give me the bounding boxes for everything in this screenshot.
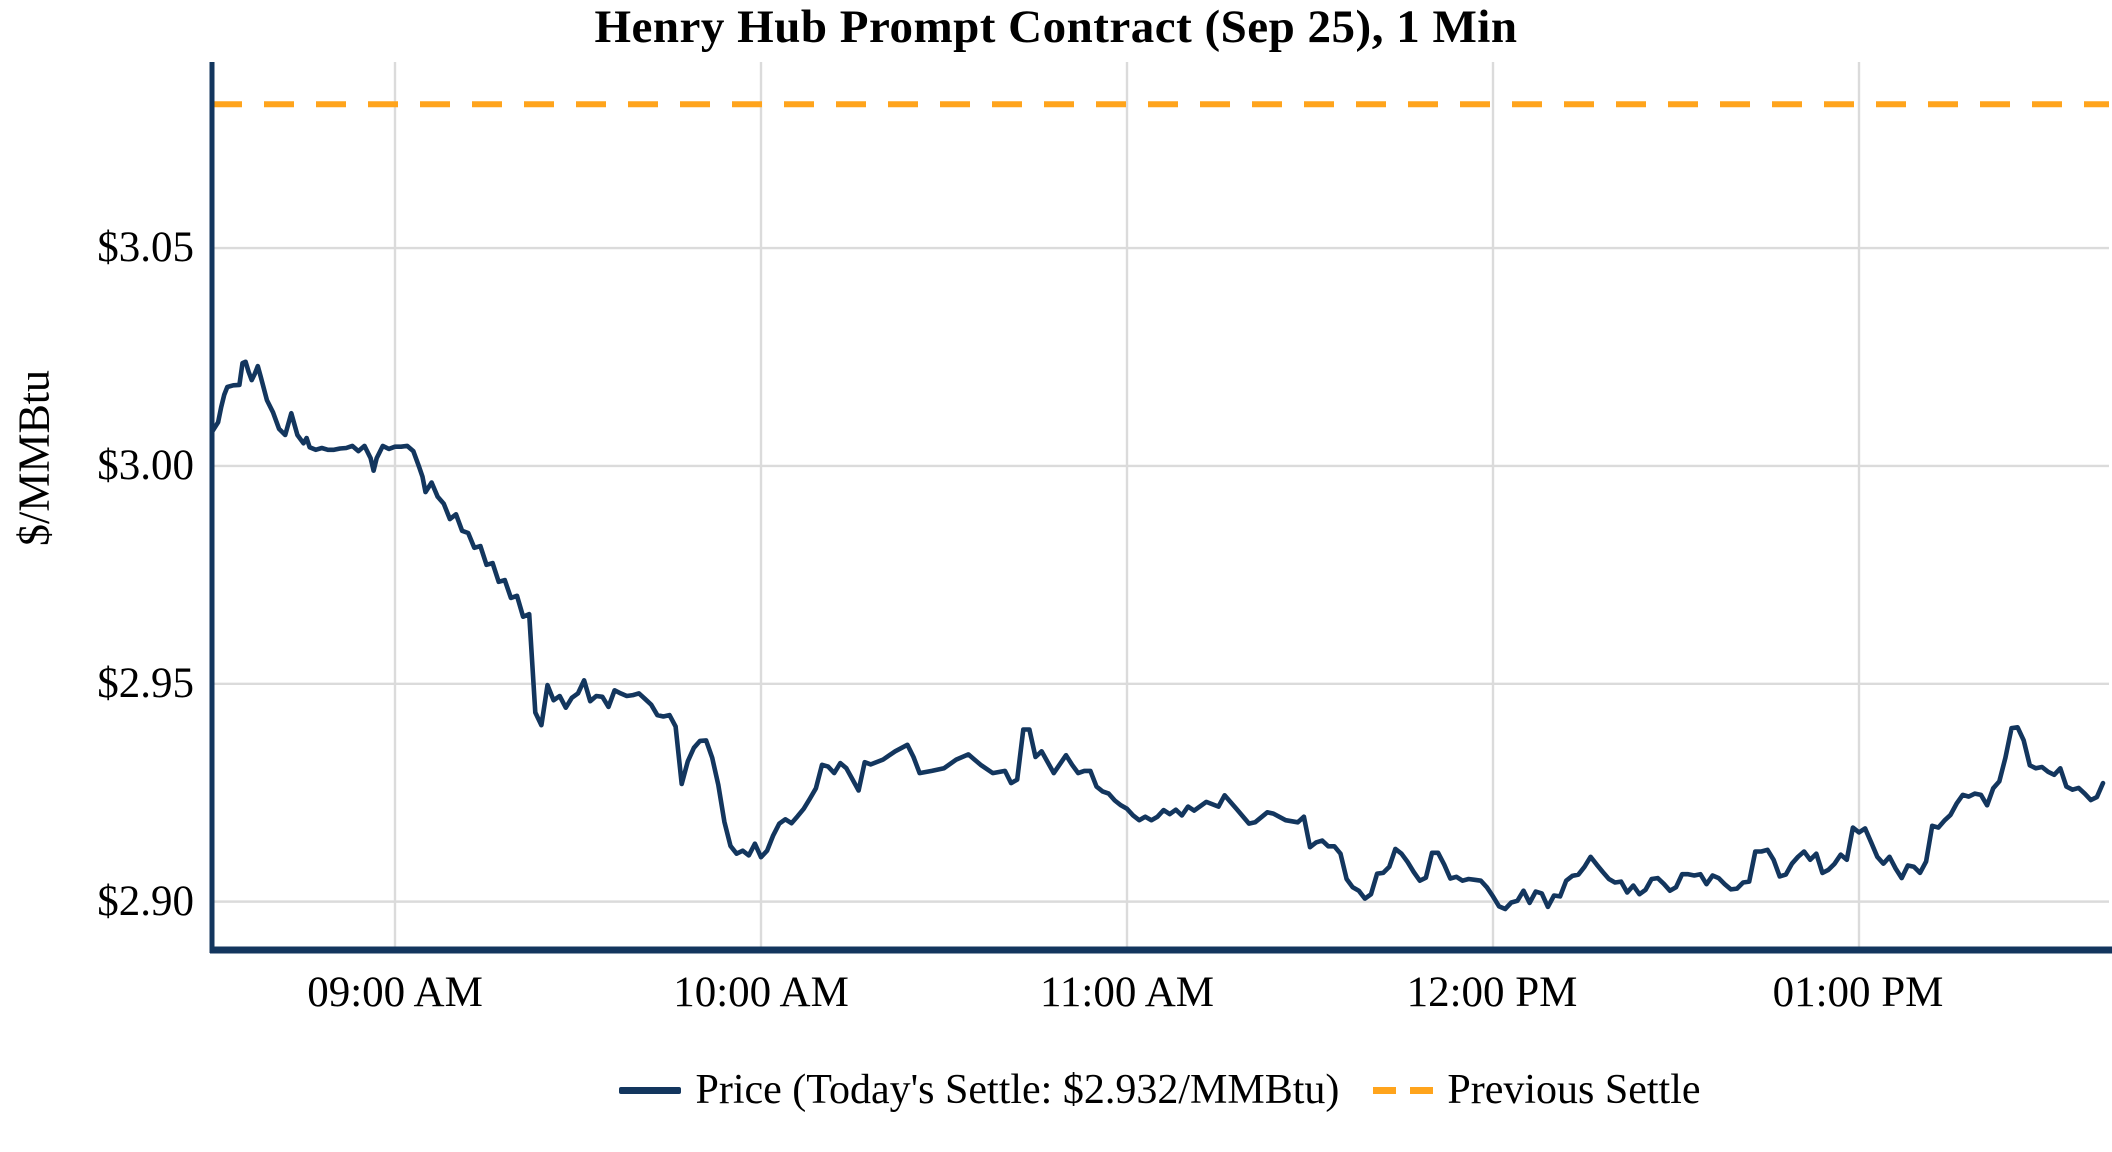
y-tick-label-2.95: $2.95 [97, 660, 194, 707]
price-series-line [209, 359, 2106, 912]
chart-title: Henry Hub Prompt Contract (Sep 25), 1 Mi… [594, 1, 1518, 53]
x-tick-label-1000: 10:00 AM [673, 969, 849, 1016]
chart-legend: Price (Today's Settle: $2.932/MMBtu) Pre… [212, 1066, 2108, 1114]
legend-price-label: Price (Today's Settle: $2.932/MMBtu) [695, 1067, 1340, 1113]
legend-prev-settle-label: Previous Settle [1447, 1067, 1701, 1113]
y-tick-label-3.00: $3.00 [97, 442, 194, 489]
x-tick-label-1200: 12:00 PM [1406, 969, 1578, 1016]
prev-settle-dash-swatch-icon [1373, 1086, 1434, 1094]
y-tick-label-3.05: $3.05 [97, 224, 194, 271]
x-tick-label-1100: 11:00 AM [1039, 969, 1214, 1016]
x-tick-label-0900: 09:00 AM [307, 969, 483, 1016]
price-line-swatch-icon [619, 1086, 682, 1094]
x-tick-label-0100: 01:00 PM [1772, 969, 1944, 1016]
y-tick-label-2.90: $2.90 [97, 878, 194, 925]
